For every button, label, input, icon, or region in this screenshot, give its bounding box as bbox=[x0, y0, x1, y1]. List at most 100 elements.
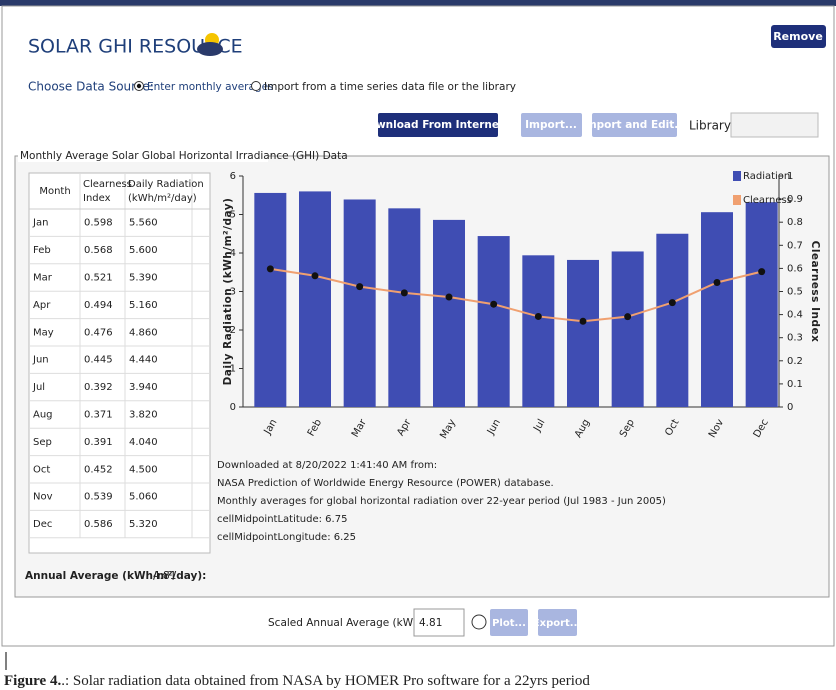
cell: 0.445 bbox=[84, 355, 113, 366]
y-tick-label: 2 bbox=[230, 325, 236, 336]
y2-axis-title: Clearness Index bbox=[809, 241, 821, 343]
header-line-1: Daily Radiation bbox=[128, 179, 204, 190]
cell: Nov bbox=[33, 492, 53, 503]
point bbox=[311, 272, 319, 280]
point bbox=[668, 299, 676, 307]
cell: 0.452 bbox=[84, 464, 113, 475]
title: SOLAR GHI RESOURCE bbox=[28, 36, 243, 58]
cell: Jan bbox=[32, 218, 48, 229]
cell: 3.940 bbox=[129, 382, 158, 393]
legend-swatch bbox=[733, 195, 741, 205]
point bbox=[490, 300, 498, 308]
cell: Jul bbox=[32, 382, 45, 393]
header-line-2: (kWh/m²/day) bbox=[128, 193, 197, 204]
top-bar bbox=[0, 0, 836, 6]
cell: Mar bbox=[33, 273, 53, 284]
bar bbox=[254, 192, 287, 407]
bar bbox=[477, 236, 510, 407]
caption-text: .: Solar radiation data obtained from NA… bbox=[61, 673, 590, 689]
y-axis-title: Daily Radiation (kWh/m²/day) bbox=[222, 198, 234, 386]
download-button[interactable] bbox=[378, 113, 498, 137]
cell: 4.860 bbox=[129, 327, 158, 338]
export-button[interactable] bbox=[538, 609, 577, 636]
annual-value: 4.81 bbox=[153, 570, 176, 582]
sun-icon bbox=[197, 33, 223, 56]
library-label: Library: bbox=[689, 119, 734, 133]
bar bbox=[656, 233, 689, 407]
radio-dot bbox=[136, 83, 142, 89]
cell: 0.586 bbox=[84, 519, 113, 530]
bar bbox=[522, 255, 555, 407]
cell: 5.600 bbox=[129, 245, 158, 256]
cell: Oct bbox=[33, 464, 50, 475]
y2-tick-label: 0.5 bbox=[787, 287, 803, 298]
cell: Apr bbox=[33, 300, 51, 311]
info-line: Downloaded at 8/20/2022 1:41:40 AM from: bbox=[217, 460, 437, 471]
caption: Figure 4..: Solar radiation data obtaine… bbox=[4, 673, 590, 689]
y-tick-label: 6 bbox=[230, 171, 236, 182]
scaled-input[interactable] bbox=[413, 608, 465, 637]
scaled-label: Scaled Annual Average (kWh/m²/da bbox=[268, 617, 454, 629]
y-tick-label: 0 bbox=[230, 402, 236, 413]
cell: Feb bbox=[33, 245, 51, 256]
cell: 0.392 bbox=[84, 382, 113, 393]
cell: Aug bbox=[33, 410, 53, 421]
y2-tick-label: 0.9 bbox=[787, 194, 803, 205]
point bbox=[758, 268, 766, 276]
cell: 5.390 bbox=[129, 273, 158, 284]
legend-label: Clearness bbox=[743, 195, 792, 206]
point bbox=[534, 312, 542, 320]
y2-tick-label: 0.7 bbox=[787, 240, 803, 251]
cell: 3.820 bbox=[129, 410, 158, 421]
line bbox=[270, 267, 762, 323]
remove-button[interactable] bbox=[771, 25, 826, 48]
bar bbox=[433, 219, 465, 407]
header-line-1: Clearness bbox=[83, 179, 132, 190]
caption-label: Figure 4. bbox=[4, 673, 61, 689]
cell: 0.598 bbox=[84, 218, 113, 229]
legend-label: Radiation bbox=[743, 171, 790, 182]
import-edit-label: Import and Edit... bbox=[582, 119, 686, 131]
export-label: Export... bbox=[533, 618, 581, 629]
header-cell: Daily Radiation (kWh/m²/day) bbox=[128, 179, 204, 204]
cell: Dec bbox=[33, 519, 52, 530]
header-cell: Clearness Index bbox=[83, 179, 132, 204]
download-label: Download From Internet... bbox=[360, 119, 516, 131]
y2-tick-label: 0.4 bbox=[787, 310, 803, 321]
point bbox=[624, 313, 632, 321]
cell: 5.320 bbox=[129, 519, 158, 530]
point bbox=[266, 265, 274, 273]
point bbox=[579, 317, 587, 325]
cell: 0.476 bbox=[84, 327, 113, 338]
cell: Sep bbox=[33, 437, 52, 448]
y-tick-label: 4 bbox=[230, 248, 236, 259]
cell: 0.494 bbox=[84, 300, 113, 311]
legend-swatch bbox=[733, 171, 741, 181]
annual-label: Annual Average (kWh/m²/day): bbox=[25, 570, 206, 582]
import-edit-button[interactable] bbox=[592, 113, 677, 137]
table bbox=[28, 172, 211, 554]
point bbox=[713, 278, 721, 286]
scaled-value: 4.81 bbox=[419, 617, 442, 629]
cell: 0.371 bbox=[84, 410, 113, 421]
y-tick-label: 5 bbox=[230, 210, 236, 221]
y-tick-label: 1 bbox=[230, 364, 236, 375]
y2-tick-label: 0.1 bbox=[787, 379, 803, 390]
cell: Jun bbox=[32, 355, 49, 366]
bar bbox=[388, 208, 421, 407]
import-button[interactable] bbox=[521, 113, 582, 137]
cell: 0.568 bbox=[84, 245, 113, 256]
library-select[interactable] bbox=[730, 112, 819, 138]
info-line: cellMidpointLongitude: 6.25 bbox=[217, 532, 356, 543]
bar bbox=[299, 191, 331, 407]
point bbox=[445, 293, 453, 301]
cell: 4.440 bbox=[129, 355, 158, 366]
info-line: NASA Prediction of Worldwide Energy Reso… bbox=[217, 478, 554, 489]
reset-icon[interactable] bbox=[471, 614, 487, 630]
bar bbox=[701, 212, 733, 407]
y2-tick-label: 1 bbox=[787, 171, 793, 182]
plot-button[interactable] bbox=[490, 609, 528, 636]
cell: 4.040 bbox=[129, 437, 158, 448]
radio[interactable] bbox=[251, 81, 261, 91]
